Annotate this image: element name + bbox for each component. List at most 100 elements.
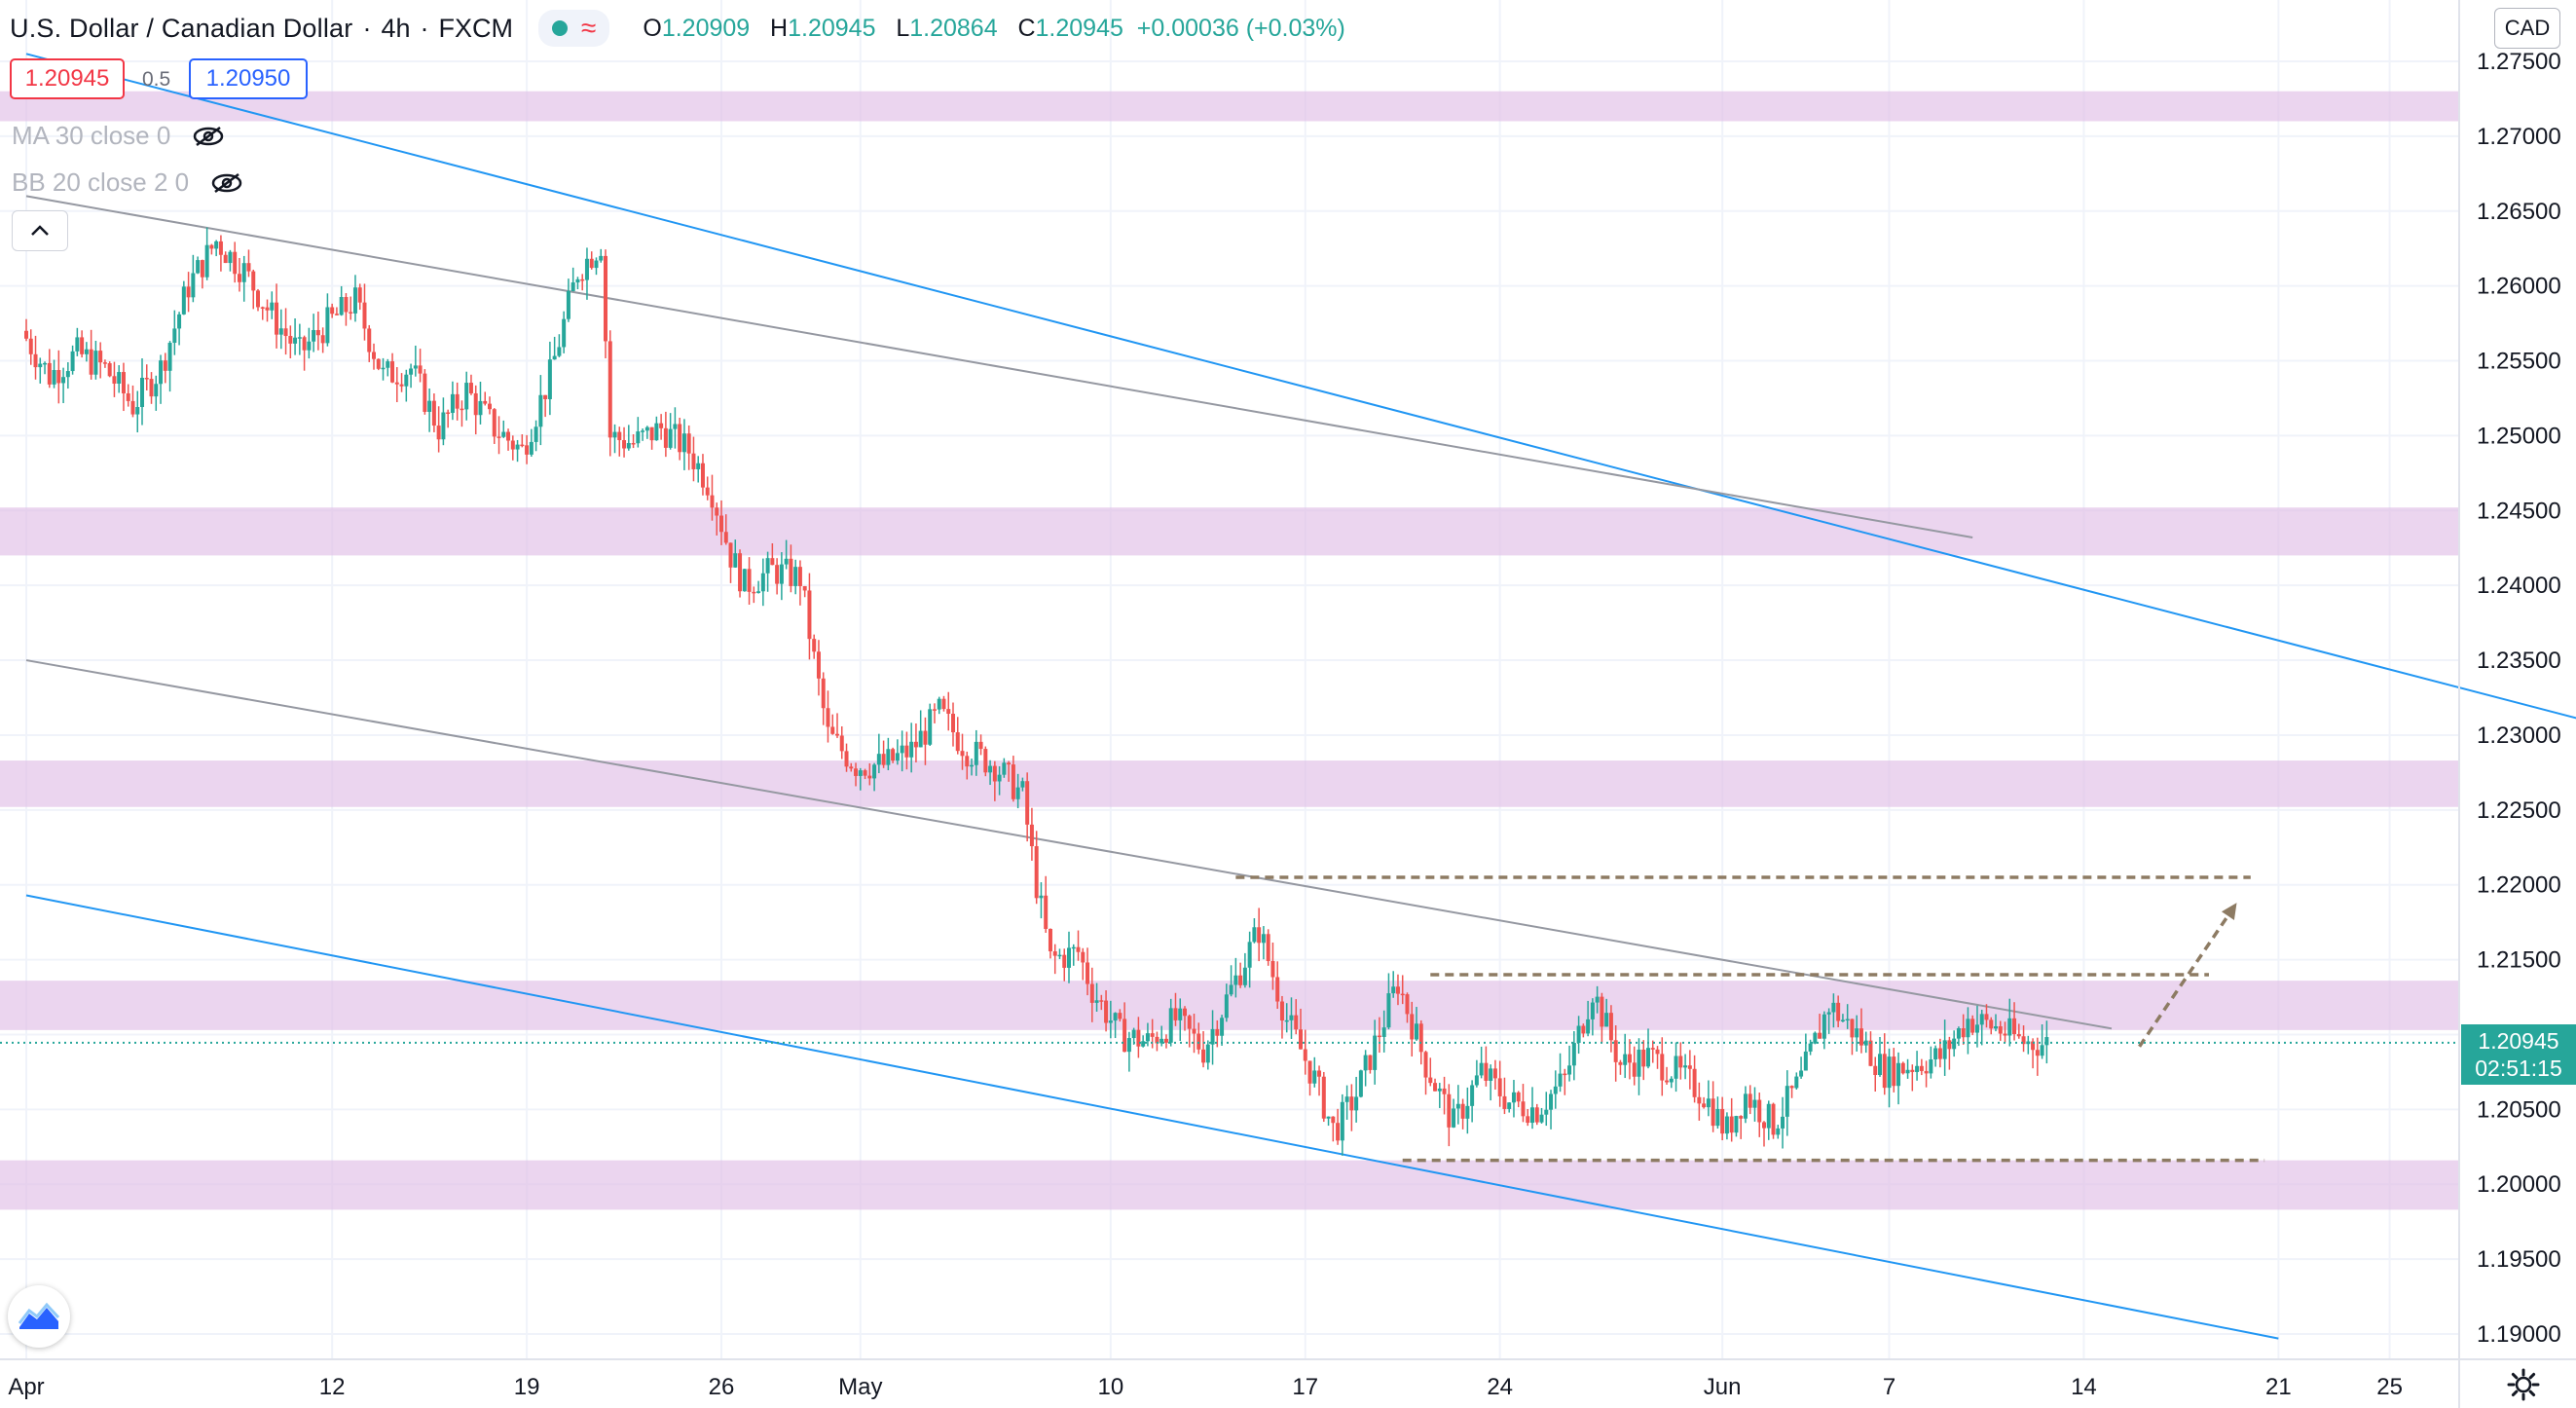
- candle-body: [1836, 1002, 1841, 1021]
- candle-body: [283, 328, 288, 337]
- candle-body: [1381, 1027, 1386, 1037]
- candle-body: [1576, 1025, 1581, 1044]
- candle-body: [705, 487, 710, 496]
- candle-body: [423, 373, 427, 412]
- candle-body: [932, 709, 937, 711]
- horizontal-levels[interactable]: [0, 875, 2459, 1163]
- candle-body: [719, 515, 723, 533]
- buy-button[interactable]: 1.20950: [189, 58, 308, 99]
- eye-off-icon[interactable]: [210, 172, 243, 194]
- candle-body: [1099, 1000, 1104, 1002]
- candle-body: [738, 553, 743, 592]
- candle-body: [241, 263, 246, 282]
- zone-rect: [0, 91, 2459, 122]
- candle-body: [265, 307, 270, 311]
- candle-body: [904, 745, 909, 758]
- candle-body: [1878, 1054, 1882, 1076]
- candle-body: [130, 400, 135, 415]
- candle-body: [1252, 927, 1257, 943]
- candle-body: [196, 260, 201, 274]
- candle-body: [1220, 1018, 1225, 1036]
- candle-body: [1942, 1040, 1947, 1059]
- candle-body: [1970, 1019, 1975, 1033]
- candle-body: [1813, 1032, 1818, 1044]
- candle-body: [1187, 1016, 1192, 1029]
- candle-body: [1423, 1052, 1428, 1078]
- candle-body: [1831, 1002, 1836, 1013]
- indicator-ma[interactable]: MA 30 close 0: [12, 121, 225, 151]
- collapse-legend-button[interactable]: [12, 210, 68, 251]
- candle-body: [826, 708, 830, 727]
- candle-body: [1984, 1014, 1989, 1020]
- candle-body: [696, 463, 701, 469]
- tradingview-logo-icon[interactable]: [8, 1285, 70, 1348]
- zone-rect: [0, 760, 2459, 807]
- candle-body: [1683, 1065, 1688, 1068]
- candle-body: [913, 741, 918, 748]
- candle-body: [617, 431, 622, 441]
- candle-body: [649, 426, 654, 441]
- trend-upper-line[interactable]: [25, 195, 1973, 538]
- candle-body: [1966, 1019, 1970, 1038]
- currency-button[interactable]: CAD: [2494, 8, 2560, 49]
- eye-off-icon[interactable]: [192, 126, 225, 147]
- candle-body: [793, 567, 798, 586]
- trend-lines[interactable]: [25, 53, 2576, 1340]
- candle-body: [1373, 1035, 1378, 1070]
- candle-body: [2031, 1041, 2036, 1051]
- y-tick-label: 1.22500: [2477, 797, 2561, 824]
- candle-body: [1919, 1065, 1924, 1071]
- candle-body: [797, 567, 802, 586]
- candle-body: [1674, 1056, 1678, 1079]
- candle-body: [1924, 1070, 1929, 1074]
- indicator-bb[interactable]: BB 20 close 2 0: [12, 167, 243, 198]
- candle-body: [302, 337, 307, 351]
- candle-body: [251, 271, 256, 291]
- candle-body: [2012, 1018, 2017, 1035]
- candle-body: [307, 341, 312, 351]
- candle-body: [1340, 1101, 1344, 1141]
- candle-body: [1974, 1024, 1979, 1033]
- candle-body: [1011, 764, 1015, 799]
- interval[interactable]: 4h: [381, 13, 411, 43]
- x-tick-label: 19: [514, 1374, 540, 1400]
- candle-body: [362, 302, 367, 329]
- symbol-name[interactable]: U.S. Dollar / Canadian Dollar: [10, 13, 353, 43]
- candle-body: [357, 287, 362, 303]
- candle-body: [28, 338, 33, 354]
- candle-body: [1062, 954, 1067, 968]
- candle-body: [1303, 1049, 1307, 1061]
- candle-body: [2021, 1036, 2026, 1045]
- candle-body: [1929, 1058, 1933, 1074]
- candle-body: [1882, 1054, 1887, 1089]
- candle-body: [1900, 1062, 1905, 1074]
- candle-body: [700, 463, 705, 488]
- candle-body: [566, 290, 570, 319]
- candle-body: [918, 730, 923, 748]
- market-status[interactable]: ≈: [538, 10, 610, 47]
- trend-lower-line[interactable]: [25, 659, 2113, 1030]
- x-tick-label: May: [838, 1374, 882, 1400]
- candle-body: [1307, 1060, 1312, 1084]
- candle-body: [455, 393, 460, 409]
- candle-body: [723, 532, 728, 543]
- candle-body: [275, 302, 279, 335]
- candle-body: [1447, 1093, 1452, 1128]
- candle-body: [390, 361, 395, 383]
- candle-body: [1029, 824, 1034, 847]
- candle-body: [1757, 1099, 1762, 1123]
- candle-body: [1910, 1069, 1915, 1072]
- candle-body: [1762, 1122, 1766, 1129]
- channel-lower-line[interactable]: [25, 894, 2279, 1340]
- sell-button[interactable]: 1.20945: [10, 58, 125, 99]
- candle-body: [107, 363, 112, 377]
- candle-body: [1961, 1028, 1966, 1038]
- gear-icon[interactable]: [2506, 1367, 2541, 1402]
- candle-body: [1887, 1056, 1892, 1089]
- channel-upper-line[interactable]: [25, 53, 2576, 720]
- candle-body: [214, 241, 219, 249]
- candle-body: [1196, 1033, 1201, 1050]
- candle-body: [1358, 1070, 1363, 1097]
